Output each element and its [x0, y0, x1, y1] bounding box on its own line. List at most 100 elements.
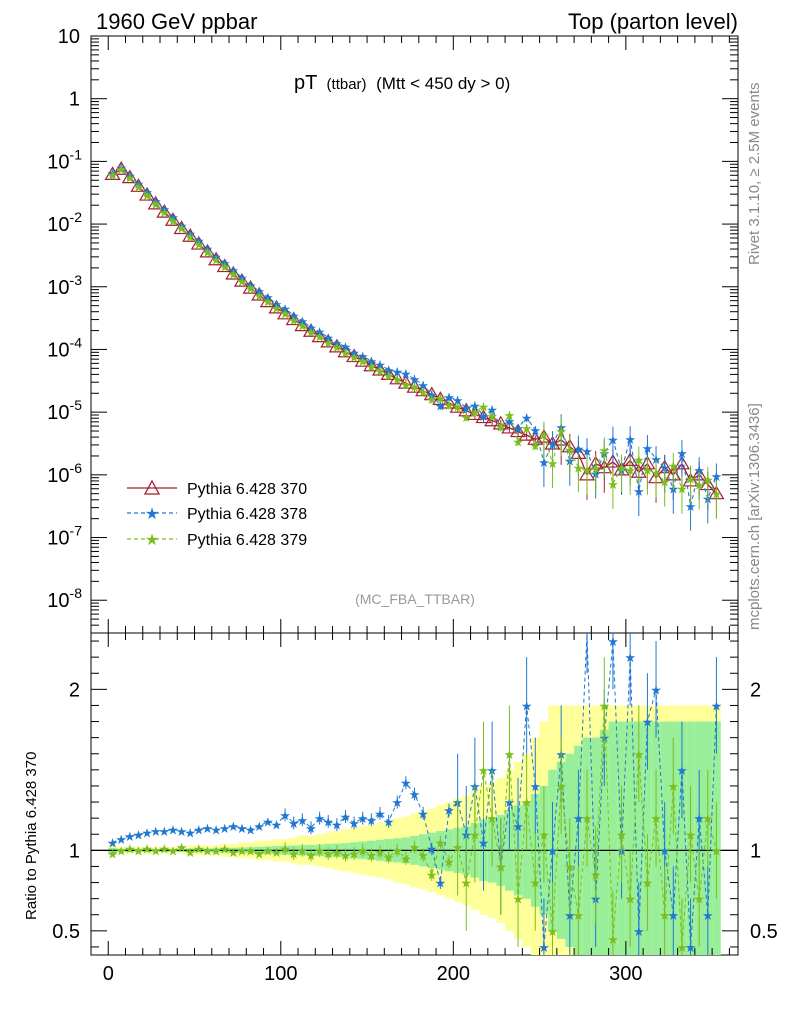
point-main-1-21: ★: [288, 308, 300, 323]
point-main-1-48: ★: [521, 411, 533, 426]
point-ratio-2-36: ★: [417, 848, 429, 863]
band-inner-57: [599, 729, 609, 955]
point-main-2-9: ★: [184, 229, 196, 244]
point-ratio-2-35: ★: [409, 840, 421, 855]
point-ratio-1-65: ★: [667, 908, 679, 923]
point-ratio-2-6: ★: [158, 842, 170, 857]
point-main-2-8: ★: [176, 221, 188, 236]
point-ratio-1-8: ★: [176, 824, 188, 839]
point-main-2-69: ★: [702, 473, 714, 488]
point-ratio-2-29: ★: [357, 843, 369, 858]
point-main-2-2: ★: [124, 170, 136, 185]
point-main-1-41: ★: [460, 401, 472, 416]
watermark: (MC_FBA_TTBAR): [355, 591, 475, 607]
point-main-0-28: [346, 348, 363, 363]
point-ratio-2-46: ★: [504, 747, 516, 762]
point-main-1-37: ★: [426, 387, 438, 402]
point-main-1-18: ★: [262, 290, 274, 305]
point-ratio-2-5: ★: [150, 843, 162, 858]
point-main-0-3: [130, 178, 147, 192]
point-ratio-2-32: ★: [383, 850, 395, 865]
point-ratio-2-37: ★: [426, 868, 438, 883]
point-main-2-14: ★: [228, 267, 240, 282]
point-main-0-14: [225, 265, 242, 280]
point-ratio-2-62: ★: [642, 876, 654, 891]
point-ratio-2-20: ★: [279, 842, 291, 857]
point-ratio-2-63: ★: [650, 811, 662, 826]
point-main-0-12: [208, 251, 225, 266]
point-ratio-2-25: ★: [322, 847, 334, 862]
point-main-2-45: ★: [495, 420, 507, 435]
point-ratio-2-9: ★: [184, 845, 196, 860]
point-ratio-1-54: ★: [573, 811, 585, 826]
point-main-2-70: ★: [711, 487, 723, 502]
legend-label-378: Pythia 6.428 378: [187, 506, 307, 523]
point-ratio-1-20: ★: [279, 808, 291, 823]
legend-marker-378: ★: [145, 506, 159, 523]
point-main-1-9: ★: [184, 226, 196, 241]
band-inner-65: [668, 721, 678, 955]
point-main-2-32: ★: [383, 369, 395, 384]
point-main-1-43: ★: [478, 409, 490, 424]
point-main-0-22: [294, 317, 311, 332]
point-main-2-51: ★: [547, 456, 559, 471]
point-ratio-1-37: ★: [426, 842, 438, 857]
point-ratio-2-64: ★: [659, 908, 671, 923]
point-main-1-68: ★: [693, 463, 705, 478]
point-ratio-2-3: ★: [133, 843, 145, 858]
point-main-0-8: [173, 220, 190, 235]
header-right: Top (parton level): [568, 9, 738, 34]
point-ratio-1-26: ★: [331, 818, 343, 833]
point-main-2-37: ★: [426, 392, 438, 407]
point-ratio-1-58: ★: [607, 634, 619, 649]
point-ratio-1-49: ★: [529, 779, 541, 794]
point-main-0-29: [354, 352, 371, 367]
point-main-1-61: ★: [633, 484, 645, 499]
point-ratio-2-66: ★: [676, 940, 688, 955]
point-ratio-1-66: ★: [676, 763, 688, 778]
point-main-1-46: ★: [504, 414, 516, 429]
plot-title-sub1: (ttbar): [327, 76, 367, 93]
point-ratio-1-16: ★: [245, 822, 257, 837]
ytick-label-main-3: 10-2: [47, 209, 82, 236]
point-ratio-1-48: ★: [521, 698, 533, 713]
point-main-2-26: ★: [331, 340, 343, 355]
point-main-2-50: ★: [538, 427, 550, 442]
point-main-1-19: ★: [271, 297, 283, 312]
series-line-1: [112, 166, 717, 507]
point-main-2-68: ★: [693, 478, 705, 493]
ratio-panel-frame: [90, 632, 739, 956]
point-ratio-1-25: ★: [322, 814, 334, 829]
point-ratio-1-61: ★: [633, 924, 645, 939]
point-main-2-47: ★: [512, 434, 524, 449]
point-ratio-1-51: ★: [547, 843, 559, 858]
point-ratio-2-4: ★: [141, 842, 153, 857]
point-ratio-1-11: ★: [202, 821, 214, 836]
ytick-label-main-8: 10-7: [47, 523, 82, 550]
point-ratio-2-58: ★: [607, 932, 619, 947]
point-main-2-53: ★: [564, 443, 576, 458]
point-ratio-2-40: ★: [452, 840, 464, 855]
point-ratio-2-39: ★: [443, 855, 455, 870]
point-main-2-27: ★: [340, 346, 352, 361]
point-main-2-10: ★: [193, 237, 205, 252]
point-ratio-1-0: ★: [107, 835, 119, 850]
point-main-2-43: ★: [478, 400, 490, 415]
point-main-2-48: ★: [521, 421, 533, 436]
point-ratio-2-60: ★: [624, 892, 636, 907]
point-main-2-40: ★: [452, 400, 464, 415]
point-main-1-27: ★: [340, 340, 352, 355]
point-main-0-43: [475, 409, 492, 424]
point-ratio-2-19: ★: [271, 845, 283, 860]
point-ratio-2-28: ★: [348, 847, 360, 862]
point-main-2-36: ★: [417, 385, 429, 400]
point-ratio-2-2: ★: [124, 842, 136, 857]
ytick-label-main-6: 10-5: [47, 397, 82, 424]
point-main-1-10: ★: [193, 234, 205, 249]
point-main-2-38: ★: [435, 391, 447, 406]
point-ratio-1-4: ★: [141, 826, 153, 841]
point-main-1-60: ★: [624, 432, 636, 447]
point-ratio-1-9: ★: [184, 826, 196, 841]
point-ratio-2-51: ★: [547, 924, 559, 939]
legend: Pythia 6.428 370 ★ Pythia 6.428 378 ★ Py…: [127, 479, 307, 549]
